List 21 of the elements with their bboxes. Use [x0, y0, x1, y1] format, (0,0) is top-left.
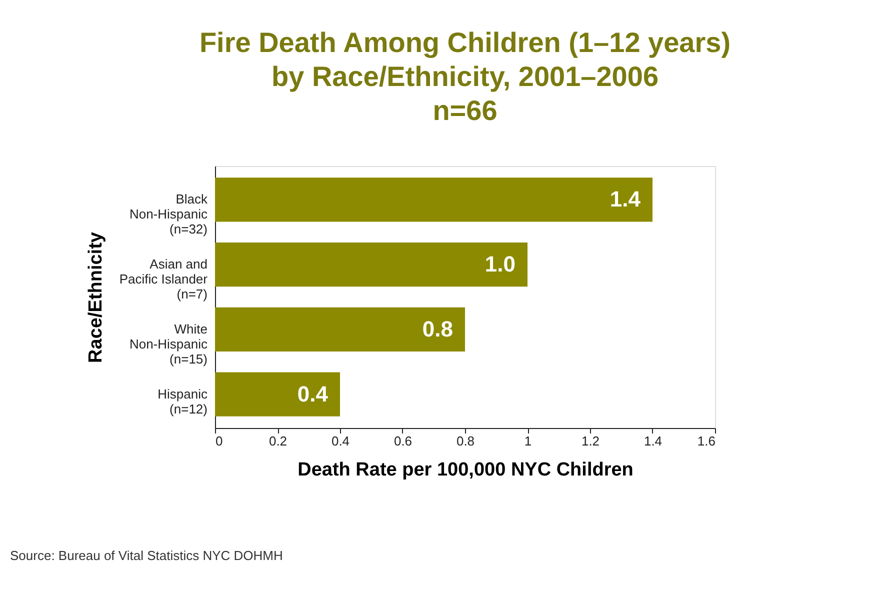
- data-label: 1.4: [610, 186, 642, 212]
- x-axis-title: Death Rate per 100,000 NYC Children: [298, 460, 634, 480]
- x-tick-label: 1.6: [697, 434, 716, 448]
- x-tick-label: 0.2: [268, 434, 288, 448]
- y-axis-title: Race/Ethnicity: [85, 232, 106, 363]
- source-note: Source: Bureau of Vital Statistics NYC DOHMH: [10, 548, 283, 563]
- x-tick-label: 1.4: [644, 434, 662, 448]
- y-tick-label: White Non-Hispanic (n=15): [129, 321, 208, 366]
- x-tick-label: 0.6: [394, 434, 412, 448]
- x-tick-label: 0: [216, 434, 223, 448]
- x-tick-label: 1.2: [581, 434, 600, 448]
- data-label: 1.0: [484, 252, 516, 277]
- y-tick-label: Black Non-Hispanic (n=32): [129, 192, 208, 237]
- x-tick-label: 0.4: [331, 434, 350, 448]
- data-label: 0.8: [422, 316, 453, 342]
- x-tick-label: 1: [524, 434, 532, 448]
- y-tick-label: Asian and Pacific Islander (n=7): [119, 256, 208, 302]
- data-label: 0.4: [297, 381, 329, 406]
- x-tick-label: 0.8: [456, 434, 475, 448]
- y-tick-label: Hispanic (n=12): [158, 386, 208, 416]
- chart-title: Fire Death Among Children (1–12 years) by Race/Ethnicity, 2001–2006 n=66: [199, 27, 731, 126]
